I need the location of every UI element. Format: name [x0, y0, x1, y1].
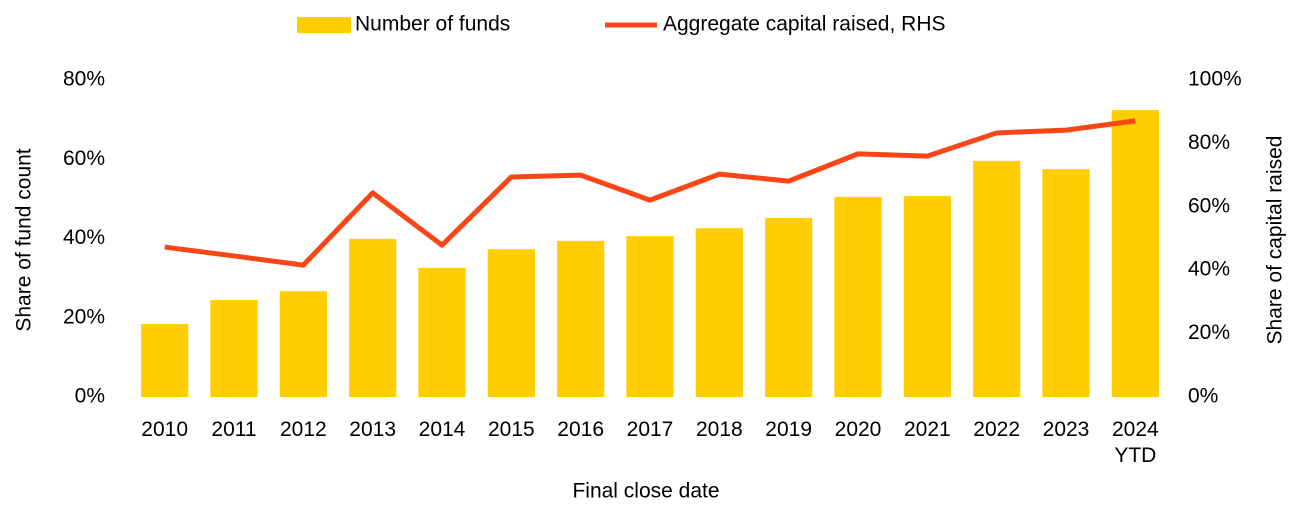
- bar: [487, 249, 535, 397]
- line: [164, 118, 1136, 268]
- legend-label: Number of funds: [355, 13, 510, 36]
- bar: [418, 267, 466, 397]
- y2-tick-label: 0%: [1188, 385, 1218, 408]
- x-tick-label: 2022: [973, 418, 1021, 441]
- x-axis-title: Final close date: [572, 480, 719, 503]
- bar: [210, 299, 258, 397]
- y-tick-label: 40%: [63, 226, 105, 249]
- y2-tick-label: 20%: [1188, 321, 1230, 344]
- bar: [973, 160, 1021, 397]
- bar: [695, 228, 743, 397]
- y-tick-label: 60%: [63, 147, 105, 170]
- bar: [903, 196, 951, 397]
- x-tick-label: 2012: [279, 418, 327, 441]
- x-tick-label: 2011: [211, 418, 257, 441]
- x-tick-label: 2023: [1042, 418, 1090, 441]
- x-tick-label: 2020: [834, 418, 882, 441]
- y-tick-label: 0%: [75, 385, 105, 408]
- y-tick-label: 20%: [63, 305, 105, 328]
- bar: [279, 291, 327, 397]
- y-axis-title: Share of fund count: [13, 148, 36, 331]
- y2-tick-label: 80%: [1188, 131, 1230, 154]
- legend-swatch: [297, 17, 351, 33]
- x-tick-label: 2024 YTD: [1111, 418, 1159, 467]
- bar: [834, 196, 882, 397]
- bar: [141, 324, 189, 397]
- bar: [349, 238, 397, 397]
- x-tick-label: 2016: [557, 418, 605, 441]
- y2-axis-title: Share of capital raised: [1264, 136, 1287, 345]
- y2-tick-label: 60%: [1188, 194, 1230, 217]
- y2-tick-label: 100%: [1188, 68, 1242, 91]
- legend-label: Aggregate capital raised, RHS: [663, 13, 946, 36]
- x-tick-label: 2013: [349, 418, 397, 441]
- x-tick-label: 2018: [695, 418, 743, 441]
- bar: [557, 240, 605, 397]
- x-tick-label: 2014: [418, 418, 466, 441]
- bar: [765, 217, 813, 397]
- bar: [1042, 169, 1090, 397]
- x-tick-label: 2017: [626, 418, 674, 441]
- x-tick-label: 2019: [765, 418, 813, 441]
- bar: [626, 236, 674, 397]
- y2-tick-label: 40%: [1188, 258, 1230, 281]
- bar: [1111, 110, 1159, 398]
- x-tick-label: 2010: [141, 418, 189, 441]
- y-tick-label: 80%: [63, 68, 105, 91]
- x-tick-label: 2021: [903, 418, 951, 441]
- x-tick-label: 2015: [487, 418, 535, 441]
